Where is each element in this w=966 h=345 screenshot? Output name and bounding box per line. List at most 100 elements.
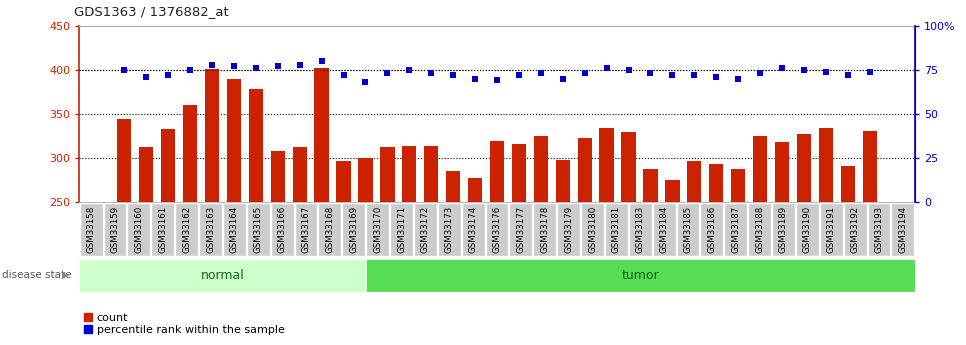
Text: GDS1363 / 1376882_at: GDS1363 / 1376882_at: [74, 5, 229, 18]
Text: GSM33194: GSM33194: [898, 206, 907, 253]
Text: tumor: tumor: [621, 269, 659, 282]
Point: [248, 65, 264, 71]
Bar: [709, 164, 724, 345]
Point: [862, 69, 877, 75]
Point: [621, 67, 637, 72]
Bar: [605, 203, 628, 256]
Text: GSM33177: GSM33177: [517, 206, 526, 254]
Bar: [246, 203, 270, 256]
Point: [270, 63, 286, 69]
Point: [380, 71, 395, 76]
Bar: [413, 203, 437, 256]
Bar: [381, 147, 394, 345]
Text: GSM33164: GSM33164: [230, 206, 239, 254]
Point: [796, 67, 811, 72]
Point: [730, 76, 746, 81]
Text: GSM33168: GSM33168: [326, 206, 334, 254]
Point: [599, 65, 614, 71]
Bar: [139, 147, 154, 345]
Text: GSM33158: GSM33158: [87, 206, 96, 254]
Point: [292, 62, 307, 67]
Point: [642, 71, 658, 76]
Bar: [79, 259, 366, 292]
Bar: [270, 151, 285, 345]
Point: [818, 69, 834, 75]
Bar: [183, 105, 197, 345]
Bar: [555, 160, 570, 345]
Bar: [863, 131, 877, 345]
Point: [204, 62, 219, 67]
Bar: [293, 147, 307, 345]
Point: [445, 72, 461, 78]
Point: [490, 78, 505, 83]
Text: GSM33189: GSM33189: [779, 206, 788, 253]
Text: GSM33179: GSM33179: [564, 206, 573, 253]
Bar: [748, 203, 771, 256]
Text: GSM33185: GSM33185: [684, 206, 693, 254]
Bar: [700, 203, 724, 256]
Text: GSM33160: GSM33160: [134, 206, 143, 254]
Bar: [581, 203, 604, 256]
Bar: [223, 203, 246, 256]
Text: GSM33162: GSM33162: [183, 206, 191, 254]
Bar: [533, 203, 556, 256]
Point: [138, 74, 154, 80]
Bar: [867, 203, 891, 256]
Text: GSM33193: GSM33193: [874, 206, 884, 253]
Point: [708, 74, 724, 80]
Point: [775, 65, 790, 71]
Bar: [600, 128, 613, 345]
Bar: [490, 141, 504, 345]
Bar: [512, 144, 526, 345]
Bar: [227, 79, 242, 345]
Text: GSM33176: GSM33176: [493, 206, 501, 254]
Text: GSM33181: GSM33181: [611, 206, 621, 254]
Bar: [424, 146, 439, 345]
Point: [533, 71, 549, 76]
Bar: [336, 161, 351, 345]
Bar: [775, 142, 789, 345]
Bar: [797, 134, 811, 345]
Bar: [557, 203, 581, 256]
Bar: [199, 203, 222, 256]
Point: [555, 76, 571, 81]
Bar: [676, 203, 699, 256]
Text: GSM33191: GSM33191: [827, 206, 836, 253]
Bar: [390, 203, 413, 256]
Text: GSM33178: GSM33178: [540, 206, 550, 254]
Point: [402, 67, 417, 72]
Point: [577, 71, 592, 76]
Point: [183, 67, 198, 72]
Text: GSM33183: GSM33183: [636, 206, 644, 254]
Bar: [629, 203, 652, 256]
Bar: [103, 203, 127, 256]
Point: [314, 58, 329, 64]
Bar: [438, 203, 461, 256]
Bar: [366, 259, 915, 292]
Text: GSM33159: GSM33159: [110, 206, 120, 253]
Text: GSM33174: GSM33174: [469, 206, 477, 254]
Bar: [724, 203, 748, 256]
Bar: [175, 203, 198, 256]
Bar: [840, 166, 855, 345]
Text: disease state: disease state: [2, 270, 71, 280]
Bar: [731, 169, 746, 345]
Bar: [161, 129, 175, 345]
Text: GSM33173: GSM33173: [444, 206, 454, 254]
Bar: [687, 161, 701, 345]
Text: GSM33184: GSM33184: [660, 206, 668, 254]
Text: GSM33161: GSM33161: [158, 206, 167, 254]
Text: GSM33166: GSM33166: [277, 206, 287, 254]
Bar: [468, 178, 482, 345]
Bar: [820, 203, 842, 256]
Legend: count, percentile rank within the sample: count, percentile rank within the sample: [80, 308, 289, 339]
Text: ▶: ▶: [62, 270, 70, 280]
Bar: [796, 203, 819, 256]
Text: GSM33172: GSM33172: [421, 206, 430, 254]
Bar: [509, 203, 532, 256]
Bar: [315, 68, 328, 345]
Bar: [666, 180, 679, 345]
Bar: [152, 203, 174, 256]
Bar: [772, 203, 795, 256]
Point: [160, 72, 176, 78]
